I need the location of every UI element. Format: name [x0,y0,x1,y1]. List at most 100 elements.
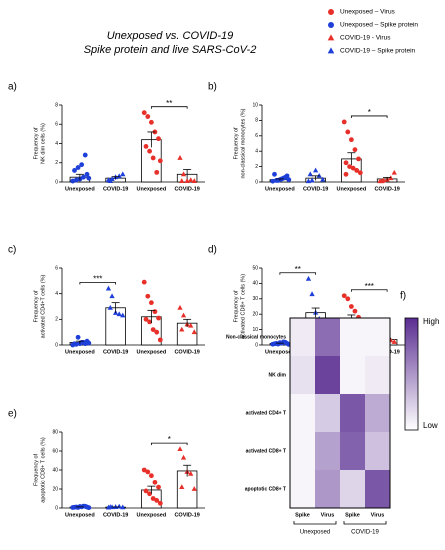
x-tick-label: COVID-19 [103,512,128,518]
data-point [391,339,397,344]
data-point [357,170,363,176]
column-label: Virus [321,512,335,518]
significance-bracket [279,272,317,275]
heat-cell [315,318,340,356]
y-tick-label: 4 [55,291,58,297]
x-tick-label: Unexposed [137,349,167,355]
data-point [141,279,147,285]
data-point [354,168,360,173]
heat-cell [290,394,315,432]
data-point [188,177,194,182]
x-tick-label: COVID-19 [303,186,328,192]
row-label: activated CD4+ T [246,410,286,416]
data-point [180,312,187,318]
panel-label: e) [8,409,17,420]
colorbar-label: Low [423,421,438,430]
data-point [179,326,185,332]
data-point [320,176,326,182]
title: Spike protein and live SARS-CoV-2 [84,44,257,56]
heat-cell [365,318,390,356]
data-point [379,178,385,184]
x-tick-label: Unexposed [65,186,95,192]
data-point [156,315,161,321]
y-axis-label: NK dim cells (%) [40,123,46,164]
y-tick-label: 0 [255,179,258,185]
y-tick-label: 0 [55,179,58,185]
data-point [343,171,349,177]
significance-label: *** [93,275,102,284]
panel-label: c) [8,245,16,256]
data-point [157,158,163,164]
data-point [157,337,163,343]
data-point [177,304,183,310]
heat-cell [290,318,315,356]
group-bracket [293,521,337,525]
x-tick-label: Unexposed [137,186,167,192]
x-tick-label: Unexposed [65,349,95,355]
x-tick-label: COVID-19 [103,186,128,192]
heat-cell [290,470,315,508]
data-point [107,304,113,310]
significance-bracket [150,106,188,109]
x-tick-label: Unexposed [265,349,295,355]
colorbar [404,317,419,431]
data-point [82,341,88,347]
data-point [147,319,152,325]
data-point [109,293,115,299]
panel-label: d) [208,245,217,256]
data-point [145,469,151,475]
data-point [79,162,85,168]
y-axis-label: Frequency of [233,290,239,323]
data-point [179,484,185,490]
group-label: COVID-19 [351,530,379,536]
data-point [72,504,77,510]
data-point [152,479,158,485]
data-point [180,171,187,177]
significance-bracket [350,115,388,118]
data-point [307,171,313,177]
title: Unexposed vs. COVID-19 [107,30,234,42]
data-point [341,119,347,125]
data-point [309,291,315,297]
x-tick-label: Unexposed [265,186,295,192]
heat-cell [365,432,390,470]
data-point [157,500,163,506]
y-axis-label: non-classical monocytes (%) [240,108,246,178]
heat-cell [290,356,315,394]
data-point [82,152,88,158]
data-point [120,504,126,510]
data-point [177,155,183,160]
data-point [120,171,126,177]
significance-bracket [79,282,117,285]
panel-label: b) [208,82,217,93]
column-label: Spike [345,512,360,518]
heat-cell [315,394,340,432]
data-point [120,312,126,318]
y-tick-label: 10 [252,102,258,108]
data-point [345,296,351,302]
significance-label: * [168,435,171,444]
data-point [150,155,156,161]
y-tick-label: 6 [55,122,58,128]
heat-cell [315,432,340,470]
legend-marker [327,47,335,54]
data-point [270,178,276,184]
y-tick-label: 30 [252,296,258,302]
group-bracket [343,521,387,525]
y-tick-label: 6 [55,265,58,271]
data-point [309,177,315,183]
data-point [86,505,92,511]
y-axis-label: Frequency of [33,290,39,323]
significance-label: * [368,108,371,117]
data-point [148,300,154,306]
data-point [345,129,351,135]
data-point [81,174,86,180]
data-point [154,498,160,503]
x-tick-label: COVID-19 [174,512,199,518]
data-point [72,341,77,347]
data-point [107,178,113,183]
data-point [188,470,194,476]
x-tick-label: COVID-19 [174,349,199,355]
y-tick-label: 20 [52,486,58,492]
y-tick-label: 10 [252,327,258,333]
